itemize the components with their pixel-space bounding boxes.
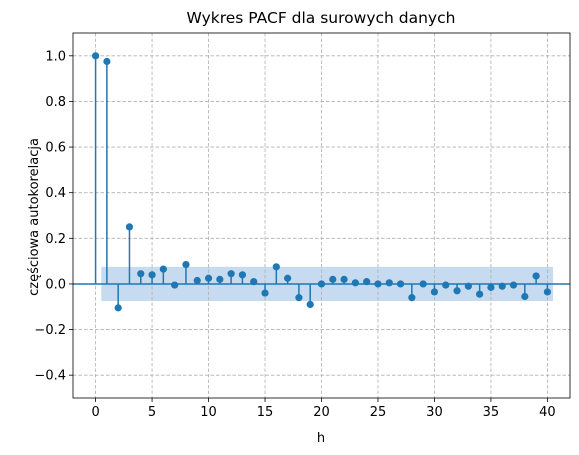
- stem-marker: [396, 280, 405, 288]
- stem-marker: [114, 304, 122, 312]
- chart-title: Wykres PACF dla surowych danych: [187, 9, 456, 27]
- x-tick-label: 40: [539, 405, 556, 420]
- stem-marker: [238, 271, 247, 279]
- stem-marker: [487, 283, 495, 291]
- y-axis-label: częściowa autokorelacja: [27, 138, 42, 296]
- plot-area: 0 5 10 15 20 25 30 35 40 −0.4 −0.2 0.0 0.2 0.4 0.6 0.8 1…: [34, 32, 571, 420]
- x-tick-label: 10: [200, 405, 217, 420]
- stem-marker: [148, 271, 156, 279]
- stem-marker: [464, 282, 472, 290]
- stem-marker: [509, 281, 518, 289]
- stem-marker: [329, 275, 337, 283]
- stem-marker: [442, 281, 450, 289]
- y-tick-label: 0.2: [45, 232, 66, 247]
- stem-marker: [193, 276, 201, 285]
- stem-marker: [340, 275, 348, 283]
- y-tick-label: −0.4: [34, 369, 66, 384]
- stem-marker: [284, 274, 292, 282]
- x-tick-label: 35: [483, 405, 500, 420]
- stem-marker: [159, 265, 167, 273]
- stem-marker: [317, 280, 326, 288]
- stem-marker: [204, 274, 213, 282]
- stem-marker: [453, 287, 461, 295]
- stem-marker: [543, 288, 552, 296]
- y-tick-label: 0.6: [45, 141, 66, 156]
- stem-marker: [521, 292, 529, 301]
- stem-marker: [227, 270, 235, 278]
- stem-marker: [532, 272, 540, 280]
- stem-marker: [363, 278, 371, 286]
- y-tick-label: 0.8: [45, 95, 66, 110]
- y-tick-label: 0.4: [45, 186, 66, 201]
- x-tick-label: 0: [91, 405, 99, 420]
- stem-marker: [125, 223, 134, 231]
- stem-marker: [476, 290, 484, 298]
- x-tick-label: 30: [426, 405, 443, 420]
- stem-marker: [419, 280, 427, 288]
- stem-marker: [261, 289, 269, 297]
- x-axis-label: h: [317, 431, 325, 446]
- stem-marker: [182, 260, 190, 269]
- stem-marker: [216, 275, 224, 283]
- stem-marker: [351, 279, 359, 287]
- stem-marker: [250, 278, 258, 286]
- stem-marker: [385, 279, 393, 287]
- stem-marker: [498, 282, 506, 290]
- y-tick-label: −0.2: [34, 323, 66, 338]
- stem-marker: [408, 294, 416, 302]
- stem-marker: [306, 300, 314, 309]
- x-tick-label: 5: [148, 405, 156, 420]
- stem-marker: [430, 288, 439, 296]
- stem-marker: [91, 52, 100, 60]
- stem-marker: [103, 57, 111, 66]
- y-tick-label: 1.0: [45, 49, 66, 64]
- stem-marker: [171, 281, 179, 289]
- stem-marker: [137, 270, 145, 278]
- x-tick-label: 25: [370, 405, 387, 420]
- x-tick-label: 20: [313, 405, 330, 420]
- x-tick-label: 15: [257, 405, 274, 420]
- stem-marker: [295, 294, 303, 302]
- stem-marker: [272, 263, 280, 271]
- y-tick-label: 0.0: [45, 277, 66, 292]
- stem-marker: [374, 280, 382, 288]
